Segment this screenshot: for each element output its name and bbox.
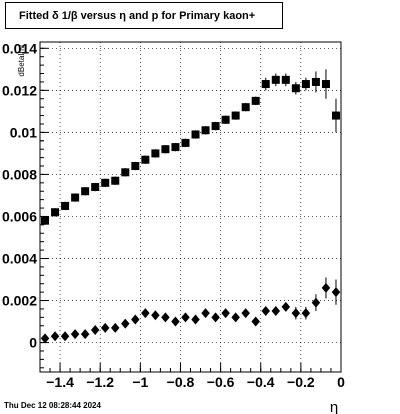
x-tick-label: −1 [132,374,148,390]
data-point-square [261,80,270,89]
y-tick-label: 0 [29,335,37,351]
data-point-square [311,77,320,86]
data-point-square [111,176,120,185]
data-point-square [71,193,80,202]
data-point-square [121,168,130,177]
x-tick-label: −1.4 [46,374,74,390]
data-point-square [171,143,180,152]
data-point-diamond [231,312,240,323]
data-point-square [191,130,200,139]
data-point-diamond [90,324,100,335]
data-point-square [291,84,300,93]
data-point-diamond [50,331,60,342]
data-point-square [251,96,260,105]
data-point-square [101,178,110,187]
y-tick-labels: 0 0.002 0.004 0.006 0.008 0.01 0.012 0.014 [2,40,37,350]
data-point-diamond [221,308,230,319]
data-point-square [81,187,90,196]
data-point-square [51,208,60,217]
data-point-diamond [100,322,110,333]
x-tick-label: −0.2 [287,374,315,390]
y-axis-title: dBetaInv [17,45,26,77]
data-point-diamond [301,308,311,319]
data-point-diamond [70,329,80,340]
y-tick-label: 0.006 [2,208,37,224]
series-square [41,69,340,225]
data-point-square [321,80,330,89]
data-point-diamond [201,308,210,319]
tick-marks [39,47,342,372]
y-tick-label: 0.012 [2,82,37,98]
y-tick-label: 0.014 [2,40,37,56]
data-point-diamond [141,308,150,319]
x-tick-label: −0.4 [247,374,275,390]
chart-title: Fitted δ 1/β versus η and p for Primary … [5,2,283,29]
y-tick-label: 0.008 [2,166,37,182]
data-point-diamond [281,301,291,312]
data-point-square [41,216,50,225]
data-point-square [271,75,280,84]
data-point-diamond [121,318,130,329]
data-point-diamond [60,331,70,342]
x-tick-label: −0.8 [167,374,195,390]
series-diamond [40,277,341,344]
data-point-diamond [331,287,341,298]
data-point-square [231,111,240,120]
data-point-square [91,183,100,192]
data-point-square [201,126,210,135]
data-point-square [131,162,140,171]
data-point-diamond [241,308,250,319]
data-point-diamond [211,312,220,323]
data-point-diamond [80,329,90,340]
data-point-diamond [131,314,140,325]
timestamp: Thu Dec 12 08:28:44 2024 [4,401,101,410]
y-tick-label: 0.004 [2,250,37,266]
data-point-square [211,122,220,131]
data-point-diamond [171,316,180,327]
data-point-diamond [311,297,321,308]
x-axis-title: η [330,399,338,414]
data-point-diamond [161,312,170,323]
data-point-square [301,80,310,89]
x-tick-labels: −1.4 −1.2 −1 −0.8 −0.6 −0.4 −0.2 0 [46,374,345,390]
data-point-diamond [191,314,200,325]
data-point-diamond [291,308,301,319]
x-tick-label: 0 [337,374,345,390]
data-point-diamond [151,310,160,321]
data-point-diamond [321,282,331,293]
data-point-square [221,115,230,124]
data-point-square [141,155,150,164]
data-point-diamond [181,312,190,323]
data-point-square [331,111,340,120]
data-point-diamond [40,333,50,344]
y-tick-label: 0.01 [10,124,37,140]
data-point-square [181,138,190,147]
data-point-diamond [271,306,281,317]
data-point-square [61,201,70,210]
data-point-diamond [111,322,120,333]
data-point-diamond [261,306,270,317]
y-tick-label: 0.002 [2,293,37,309]
data-point-square [161,145,170,154]
data-point-square [241,103,250,112]
data-point-diamond [251,316,260,327]
data-point-square [151,149,160,158]
series-layer [40,69,341,344]
data-point-square [281,75,290,84]
x-tick-label: −0.6 [207,374,235,390]
x-tick-label: −1.2 [86,374,114,390]
